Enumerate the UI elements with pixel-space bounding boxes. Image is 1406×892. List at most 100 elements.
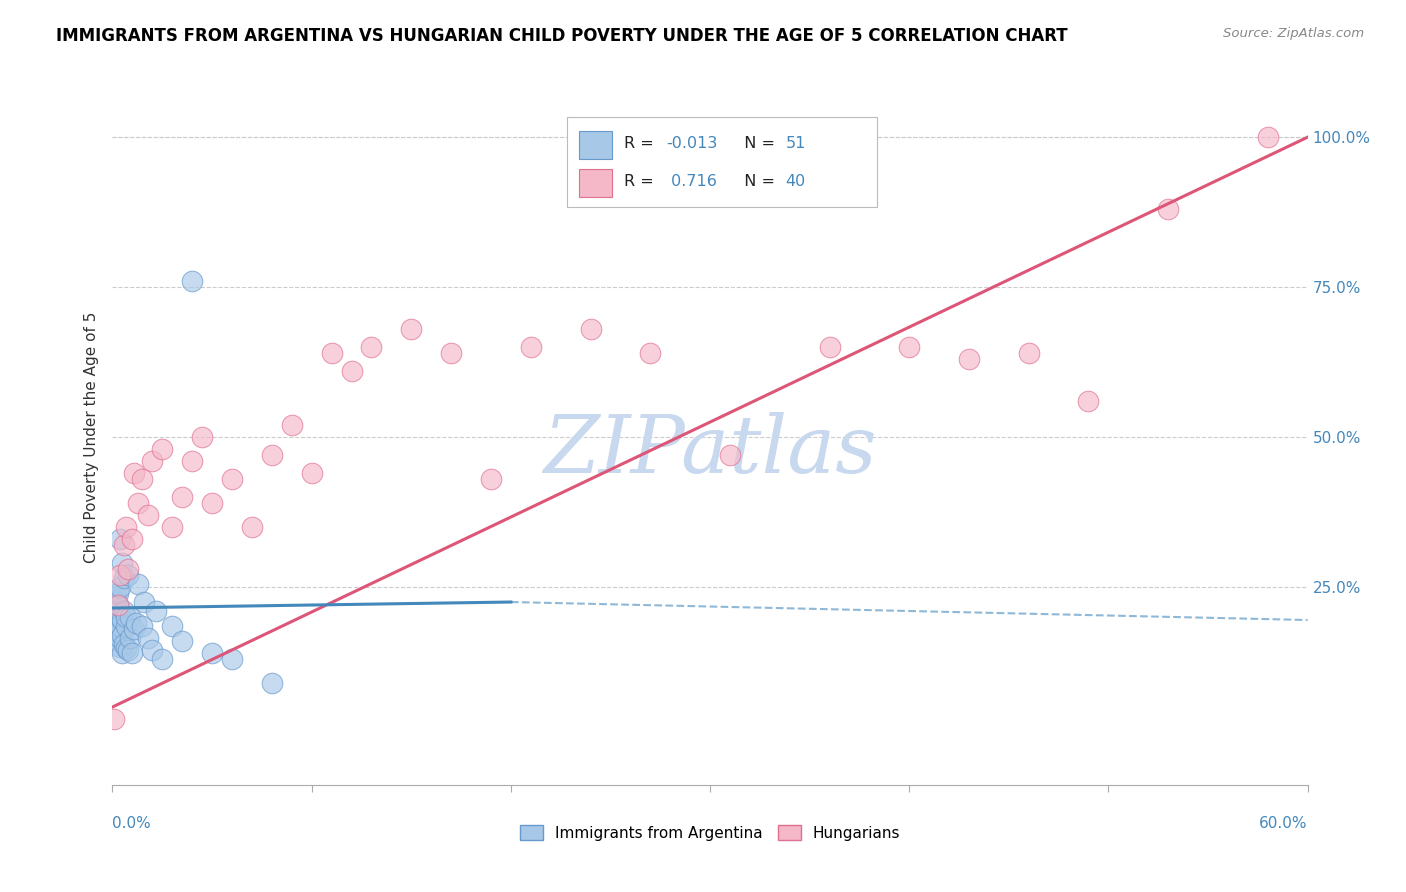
Point <box>321 346 343 360</box>
Y-axis label: Child Poverty Under the Age of 5: Child Poverty Under the Age of 5 <box>83 311 98 563</box>
Point <box>281 418 304 433</box>
Point <box>181 454 204 468</box>
Point <box>640 346 662 360</box>
Point <box>301 466 323 480</box>
Text: 0.716: 0.716 <box>666 174 717 189</box>
Point <box>1157 202 1180 216</box>
Text: 0.0%: 0.0% <box>112 815 152 830</box>
Point <box>115 641 138 656</box>
Point <box>138 631 160 645</box>
Point <box>107 634 129 648</box>
Point <box>107 598 129 612</box>
Text: 40: 40 <box>786 174 806 189</box>
Point <box>191 430 214 444</box>
Point <box>115 619 138 633</box>
Point <box>105 607 128 621</box>
Point <box>124 622 146 636</box>
Point <box>127 577 149 591</box>
Point <box>260 676 283 690</box>
Point <box>105 613 128 627</box>
Point <box>340 364 363 378</box>
Point <box>360 340 382 354</box>
Point <box>117 562 139 576</box>
Point <box>401 322 423 336</box>
Point <box>114 538 135 552</box>
Point <box>120 631 142 645</box>
Point <box>818 340 841 354</box>
Point <box>107 628 129 642</box>
Text: N =: N = <box>734 136 780 151</box>
Point <box>114 637 135 651</box>
Point <box>260 448 283 462</box>
Point <box>150 652 173 666</box>
Legend: Immigrants from Argentina, Hungarians: Immigrants from Argentina, Hungarians <box>513 819 907 847</box>
Point <box>172 634 194 648</box>
Text: IMMIGRANTS FROM ARGENTINA VS HUNGARIAN CHILD POVERTY UNDER THE AGE OF 5 CORRELAT: IMMIGRANTS FROM ARGENTINA VS HUNGARIAN C… <box>56 27 1069 45</box>
Point <box>110 580 132 594</box>
Point <box>141 643 163 657</box>
Point <box>107 619 129 633</box>
Point <box>240 520 263 534</box>
Point <box>103 712 125 726</box>
Point <box>1077 394 1099 409</box>
Point <box>111 613 134 627</box>
Point <box>221 652 243 666</box>
Point <box>520 340 543 354</box>
FancyBboxPatch shape <box>567 117 877 208</box>
Point <box>115 520 138 534</box>
Point <box>221 472 243 486</box>
Text: R =: R = <box>624 174 659 189</box>
Point <box>110 619 132 633</box>
Point <box>898 340 921 354</box>
Text: ZIPatlas: ZIPatlas <box>543 412 877 490</box>
Point <box>172 490 194 504</box>
Point <box>114 571 135 585</box>
Point <box>117 568 139 582</box>
Point <box>162 619 183 633</box>
Point <box>121 532 143 546</box>
Point <box>103 613 125 627</box>
Point <box>110 568 132 582</box>
Point <box>131 619 153 633</box>
Text: N =: N = <box>734 174 780 189</box>
Point <box>141 454 163 468</box>
Point <box>105 595 128 609</box>
Point <box>121 646 143 660</box>
Point <box>110 631 132 645</box>
Point <box>115 610 138 624</box>
Point <box>110 640 132 654</box>
Point <box>107 586 129 600</box>
Point <box>120 610 142 624</box>
Point <box>957 352 980 367</box>
Point <box>479 472 502 486</box>
Text: 51: 51 <box>786 136 806 151</box>
Point <box>124 466 146 480</box>
Point <box>138 508 160 522</box>
Point <box>111 628 134 642</box>
Point <box>579 322 602 336</box>
FancyBboxPatch shape <box>579 169 612 197</box>
Point <box>105 625 128 640</box>
Point <box>150 442 173 456</box>
Text: 60.0%: 60.0% <box>1260 815 1308 830</box>
Point <box>110 532 132 546</box>
Point <box>117 643 139 657</box>
Point <box>134 595 156 609</box>
Point <box>718 448 741 462</box>
Point <box>125 615 148 630</box>
Point <box>1018 346 1040 360</box>
Point <box>107 598 129 612</box>
Point <box>131 472 153 486</box>
FancyBboxPatch shape <box>579 131 612 159</box>
Point <box>103 598 125 612</box>
Point <box>103 604 125 618</box>
Point <box>111 556 134 570</box>
Text: -0.013: -0.013 <box>666 136 717 151</box>
Point <box>162 520 183 534</box>
Point <box>1257 130 1279 145</box>
Point <box>127 496 149 510</box>
Text: Source: ZipAtlas.com: Source: ZipAtlas.com <box>1223 27 1364 40</box>
Point <box>440 346 463 360</box>
Point <box>110 610 132 624</box>
Point <box>181 274 204 288</box>
